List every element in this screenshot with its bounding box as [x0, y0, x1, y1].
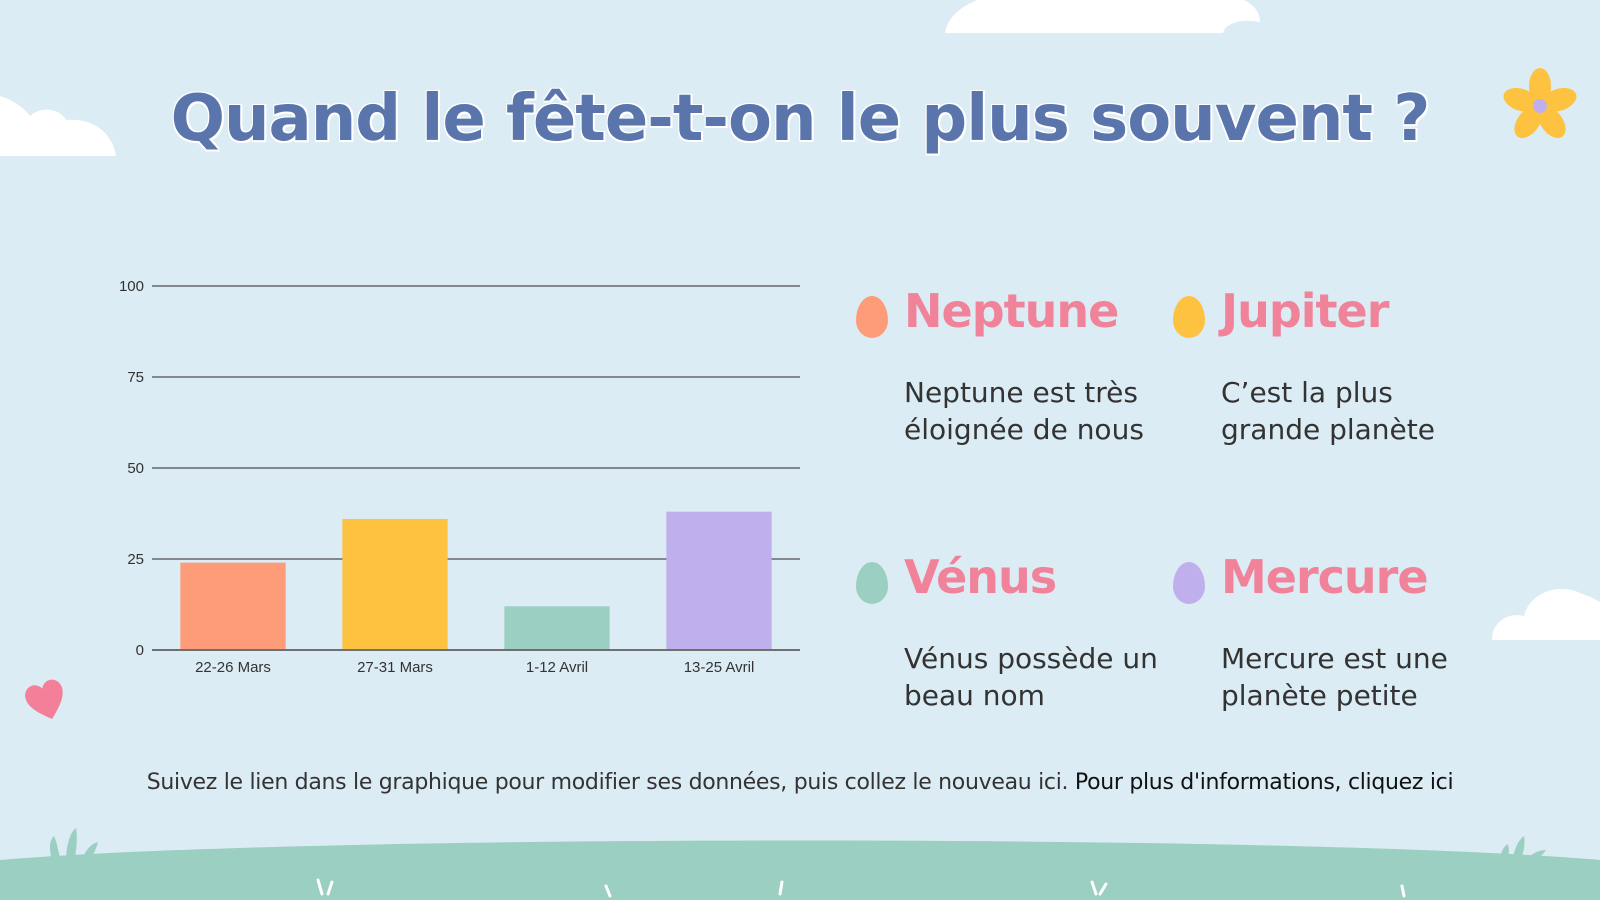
- bar: [342, 518, 448, 650]
- x-category-label: 1-12 Avril: [526, 659, 588, 676]
- cloud-left: [0, 96, 116, 156]
- cloud-top-right: [945, 0, 1260, 33]
- legend-description: Neptune est très éloignée de nous: [904, 376, 1144, 446]
- y-tick-label: 75: [127, 369, 144, 386]
- x-category-label: 22-26 Mars: [195, 659, 271, 676]
- grass-hill: [0, 828, 1600, 900]
- egg-icon-yellow: [1173, 296, 1205, 338]
- bar-chart: 0 25 50 75 100 22-26 Mars 27-31 Mars 1-12 Avril…: [119, 278, 800, 676]
- legend-description: C’est la plus grande planète: [1221, 376, 1435, 446]
- page-title: Quand le fête-t-on le plus souvent ?: [170, 82, 1431, 156]
- egg-icon-purple: [1173, 562, 1205, 604]
- y-tick-label: 50: [127, 460, 144, 477]
- footer-note: Suivez le lien dans le graphique pour mo…: [0, 770, 1600, 795]
- legend-name: Neptune: [904, 284, 1119, 338]
- legend-name: Mercure: [1221, 550, 1429, 604]
- y-tick-label: 25: [127, 551, 144, 568]
- cloud-right: [1492, 588, 1600, 640]
- bar: [180, 562, 286, 650]
- legend-name: Jupiter: [1221, 284, 1389, 338]
- legend-description: Mercure est une planète petite: [1221, 642, 1448, 712]
- footer-text: Suivez le lien dans le graphique pour mo…: [146, 770, 1075, 795]
- x-category-label: 27-31 Mars: [357, 659, 433, 676]
- flower-icon: [1503, 68, 1577, 139]
- egg-icon-orange: [856, 296, 888, 338]
- y-tick-label: 0: [136, 642, 144, 659]
- x-category-label: 13-25 Avril: [684, 659, 755, 676]
- heart-icon: [25, 679, 63, 720]
- bar: [504, 606, 610, 650]
- more-info-link[interactable]: Pour plus d'informations, cliquez ici: [1074, 770, 1454, 795]
- egg-icon-green: [856, 562, 888, 604]
- legend-description: Vénus possède un beau nom: [904, 642, 1158, 712]
- y-tick-label: 100: [119, 278, 144, 295]
- legend-name: Vénus: [904, 550, 1057, 604]
- bar: [666, 511, 772, 650]
